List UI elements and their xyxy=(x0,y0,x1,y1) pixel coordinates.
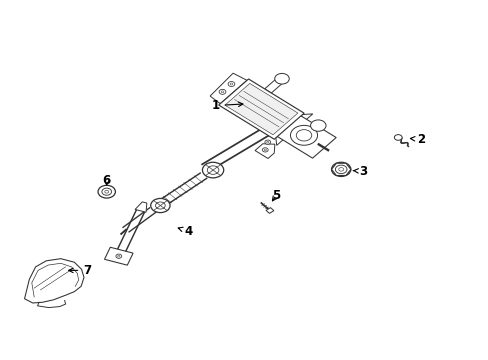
Polygon shape xyxy=(115,210,144,257)
Circle shape xyxy=(230,83,232,85)
Circle shape xyxy=(202,162,223,178)
Circle shape xyxy=(264,149,266,151)
Circle shape xyxy=(393,135,401,140)
Text: 3: 3 xyxy=(352,165,366,177)
Text: 6: 6 xyxy=(102,174,111,187)
Circle shape xyxy=(227,81,234,86)
Circle shape xyxy=(310,120,325,131)
Circle shape xyxy=(221,91,224,93)
Polygon shape xyxy=(202,125,274,171)
Polygon shape xyxy=(224,84,297,135)
Circle shape xyxy=(331,162,350,176)
Circle shape xyxy=(150,198,170,213)
Circle shape xyxy=(335,165,346,174)
Polygon shape xyxy=(255,144,274,158)
Polygon shape xyxy=(104,247,133,265)
Circle shape xyxy=(98,185,115,198)
Circle shape xyxy=(266,141,268,143)
Polygon shape xyxy=(159,173,206,206)
Polygon shape xyxy=(271,112,335,158)
Text: 4: 4 xyxy=(178,225,193,238)
Polygon shape xyxy=(264,78,283,93)
Circle shape xyxy=(262,148,267,152)
Circle shape xyxy=(102,188,111,195)
Circle shape xyxy=(116,254,122,258)
Circle shape xyxy=(290,125,317,145)
Circle shape xyxy=(338,168,343,171)
Circle shape xyxy=(118,255,120,257)
Polygon shape xyxy=(265,208,273,213)
Circle shape xyxy=(264,140,270,144)
Polygon shape xyxy=(135,202,146,212)
Polygon shape xyxy=(218,79,304,139)
Circle shape xyxy=(274,73,288,84)
Circle shape xyxy=(296,130,311,141)
Polygon shape xyxy=(210,73,246,104)
Polygon shape xyxy=(24,259,84,303)
Text: 2: 2 xyxy=(409,133,424,146)
Text: 1: 1 xyxy=(211,99,243,112)
Polygon shape xyxy=(275,114,312,145)
Polygon shape xyxy=(122,208,155,232)
Circle shape xyxy=(207,166,219,174)
Text: 7: 7 xyxy=(68,264,91,277)
Text: 5: 5 xyxy=(271,189,280,202)
Circle shape xyxy=(104,190,108,193)
Circle shape xyxy=(219,89,225,94)
Circle shape xyxy=(155,202,165,209)
Polygon shape xyxy=(331,163,350,176)
